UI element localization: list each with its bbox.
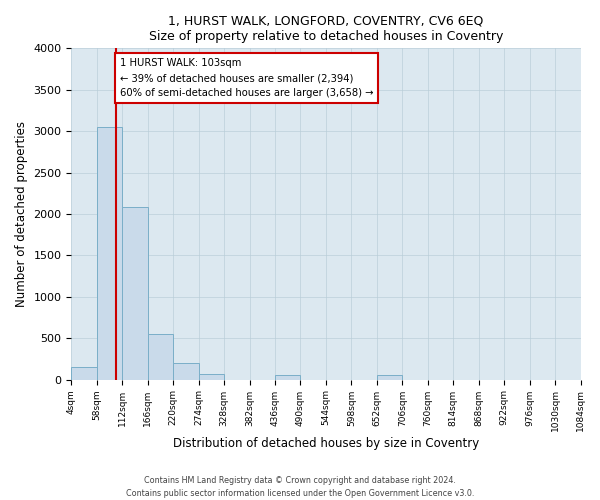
Bar (275, 374, 301, 380)
X-axis label: Distribution of detached houses by size in Coventry: Distribution of detached houses by size … (173, 437, 479, 450)
Y-axis label: Number of detached properties: Number of detached properties (15, 121, 28, 307)
Bar (199, 374, 224, 380)
Bar (97, 127, 122, 380)
Text: 1 HURST WALK: 103sqm
← 39% of detached houses are smaller (2,394)
60% of semi-de: 1 HURST WALK: 103sqm ← 39% of detached h… (119, 58, 373, 98)
Bar (71, 367, 97, 380)
Bar (377, 375, 403, 380)
Bar (173, 362, 199, 380)
Bar (148, 334, 173, 380)
Text: Contains HM Land Registry data © Crown copyright and database right 2024.
Contai: Contains HM Land Registry data © Crown c… (126, 476, 474, 498)
Bar (122, 208, 148, 380)
Title: 1, HURST WALK, LONGFORD, COVENTRY, CV6 6EQ
Size of property relative to detached: 1, HURST WALK, LONGFORD, COVENTRY, CV6 6… (149, 15, 503, 43)
